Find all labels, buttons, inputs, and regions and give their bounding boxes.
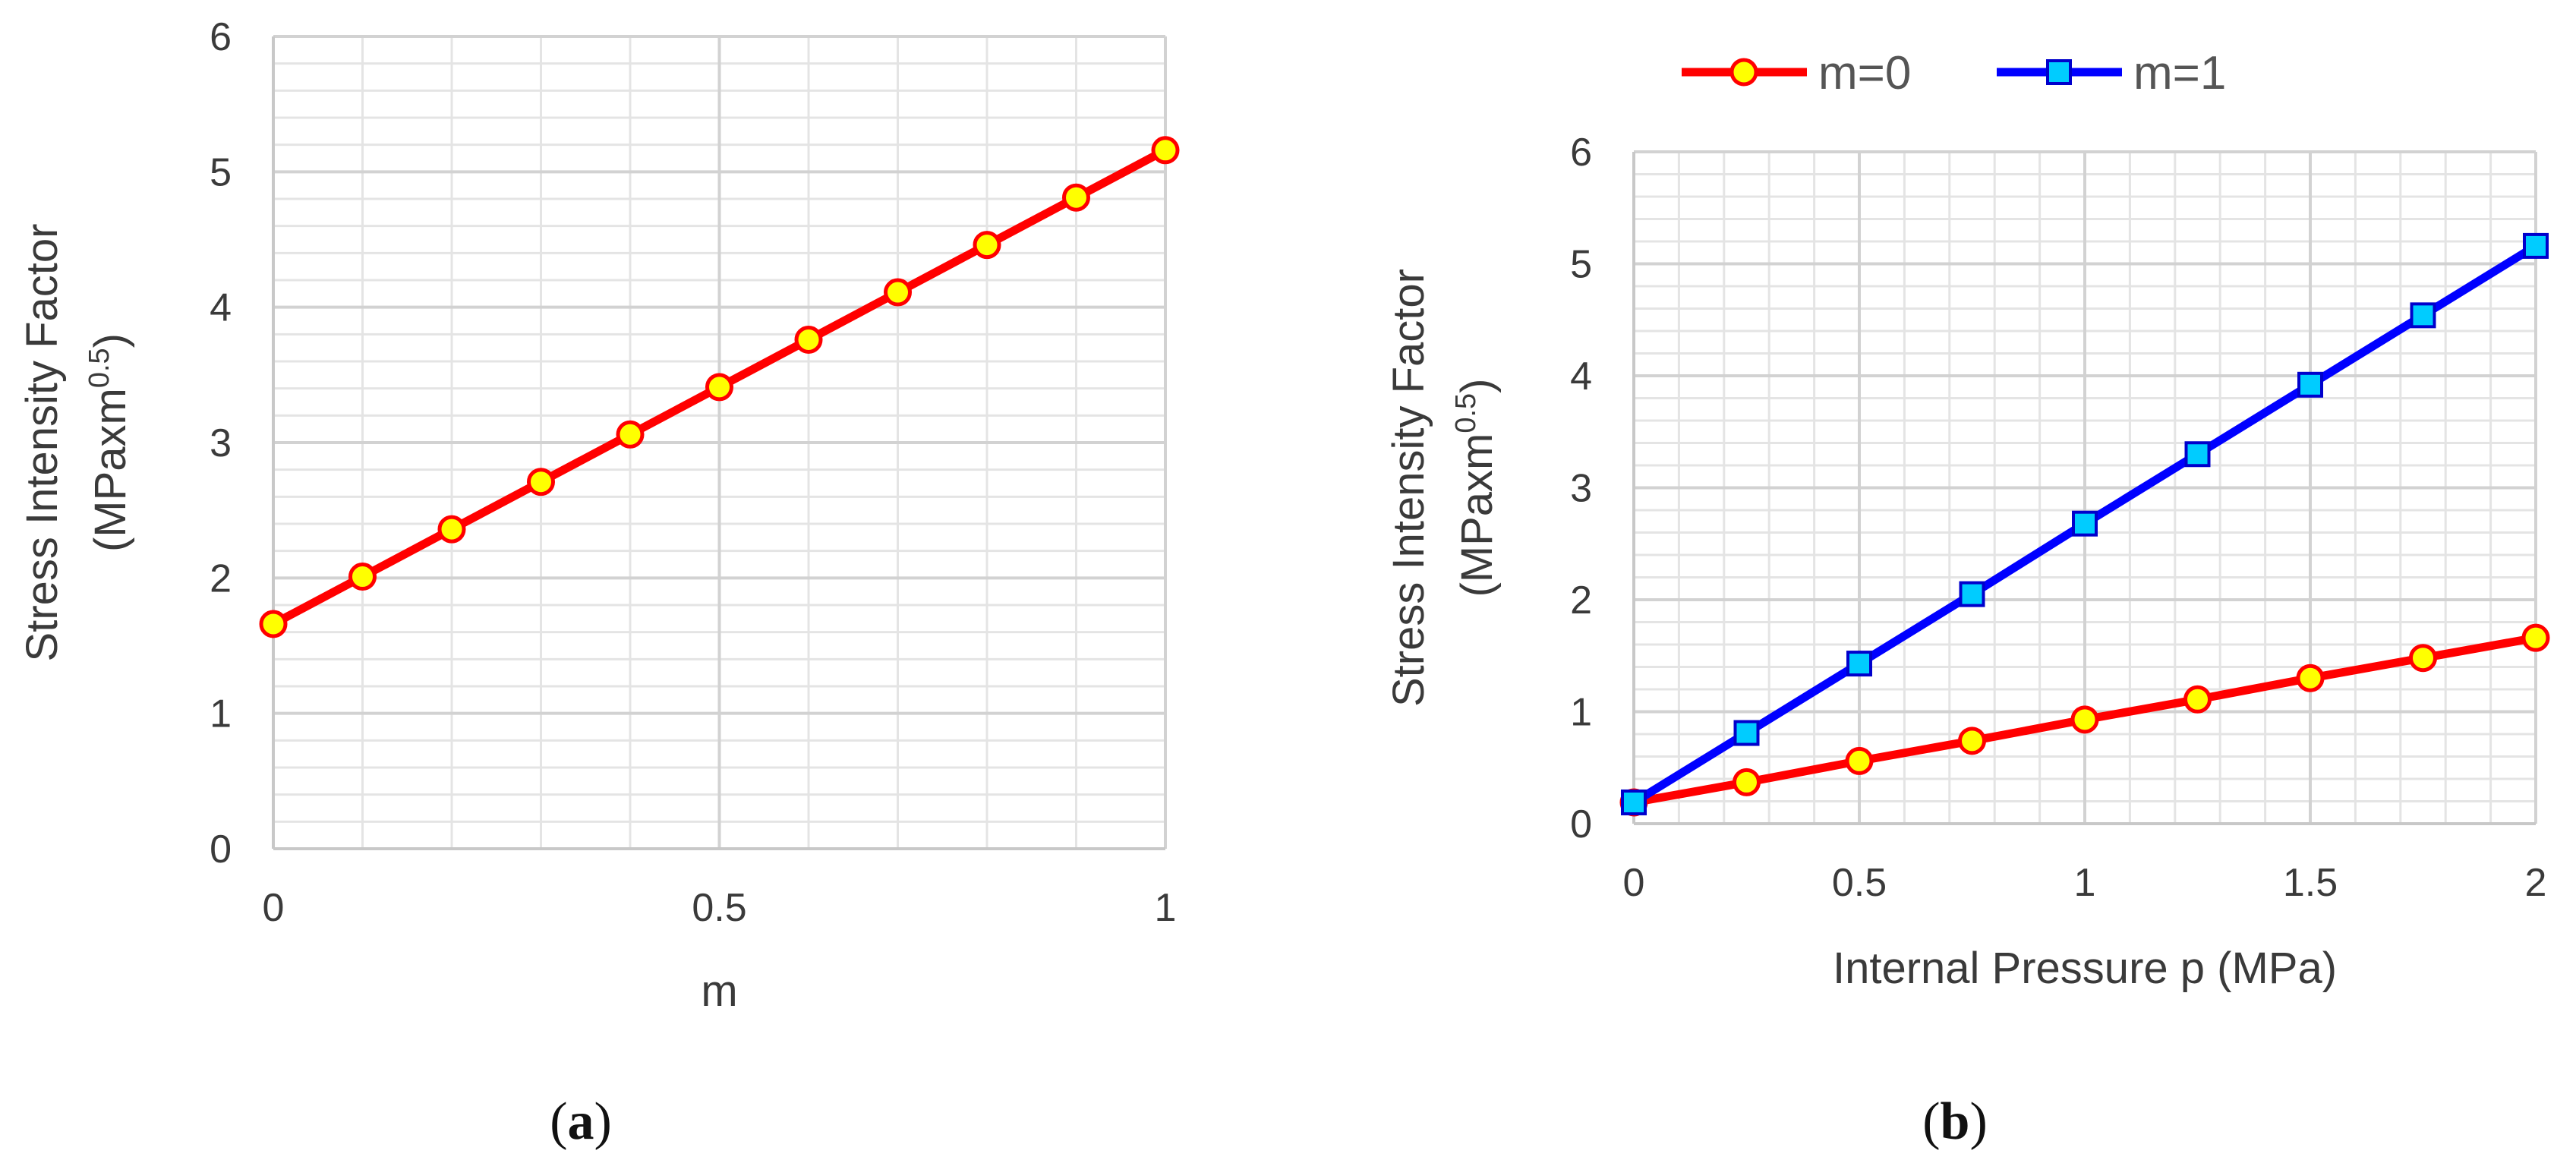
chart-b: 0 0.5 1 1.5 2 0 1 2 3 4 5 6 Internal Pressure p (MPa…: [1384, 131, 2550, 993]
x-tick-label: 1.5: [2283, 861, 2338, 905]
data-point-square: [2410, 302, 2436, 329]
data-point-circle: [348, 563, 377, 591]
data-point-circle: [616, 420, 645, 449]
caption-b: (b): [1922, 1092, 1988, 1151]
caption-letter: b: [1941, 1092, 1970, 1151]
grid: [272, 35, 1167, 850]
data-point-circle: [527, 468, 555, 496]
legend-marker-square: [2046, 59, 2072, 85]
data-point-circle: [2070, 705, 2099, 734]
y-tick-label: 5: [210, 150, 232, 194]
caption-a: (a): [550, 1092, 612, 1151]
captions: (a) (b): [550, 1092, 1988, 1151]
legend-marker-circle: [1729, 58, 1758, 87]
data-point-circle: [2296, 664, 2325, 692]
x-axis-title: m: [701, 966, 737, 1016]
legend-item-m-0: m=0: [1682, 47, 1911, 99]
series-0: [259, 136, 1180, 638]
y-tick-label: 4: [1570, 355, 1592, 399]
legend-label: m=1: [2133, 47, 2226, 99]
y-unit-prefix: (MPaxm: [86, 388, 135, 552]
y-tick-label: 2: [210, 556, 232, 600]
x-tick-label: 2: [2525, 861, 2547, 905]
x-tick-label: 1: [2074, 861, 2096, 905]
data-point-circle: [2521, 623, 2550, 652]
caption-open: (: [550, 1092, 567, 1151]
legend-item-m-1: m=1: [1997, 47, 2226, 99]
y-tick-label: 0: [210, 827, 232, 872]
caption-close: ): [594, 1092, 612, 1151]
x-tick-label: 1: [1155, 886, 1177, 930]
data-point-square: [1733, 720, 1760, 746]
y-tick-label: 6: [1570, 131, 1592, 175]
y-axis-title: Stress Intensity Factor: [1384, 269, 1433, 707]
y-unit-suffix: ): [1452, 378, 1502, 392]
y-tick-label: 4: [210, 286, 232, 330]
x-tick-label: 0: [263, 886, 285, 930]
caption-letter: a: [568, 1092, 594, 1151]
series-m-1: [1621, 232, 2549, 815]
y-tick-label: 1: [1570, 691, 1592, 735]
caption-open: (: [1922, 1092, 1940, 1151]
data-point-square: [1621, 789, 1647, 815]
y-tick-label: 5: [1570, 243, 1592, 287]
data-point-square: [2523, 232, 2549, 259]
series-m-0: [1619, 623, 2550, 817]
data-point-circle: [884, 278, 912, 307]
x-tick-label: 0.5: [692, 886, 746, 930]
data-point-circle: [1733, 768, 1761, 796]
data-point-circle: [794, 325, 823, 354]
y-unit-exponent: 0.5: [84, 348, 115, 388]
data-point-circle: [1845, 746, 1874, 775]
y-tick-label: 2: [1570, 578, 1592, 623]
data-point-circle: [2183, 685, 2212, 714]
y-axis-unit: (MPaxm0.5): [1450, 378, 1502, 597]
data-point-square: [2297, 371, 2323, 398]
y-axis-unit: (MPaxm0.5): [84, 333, 135, 552]
data-point-square: [1959, 581, 1985, 607]
legend-label: m=0: [1818, 47, 1911, 99]
y-tick-label: 1: [210, 692, 232, 736]
y-tick-label: 3: [210, 421, 232, 465]
y-tick-label: 0: [1570, 802, 1592, 846]
legend: m=0 m=1: [1682, 47, 2226, 99]
data-point-square: [2072, 510, 2098, 537]
data-point-square: [1846, 651, 1872, 677]
y-unit-prefix: (MPaxm: [1452, 433, 1502, 597]
data-point-circle: [259, 610, 288, 638]
chart-a: 0 0.5 1 0 1 2 3 4 5 6 m Stress Intensity Factor (MPa…: [17, 15, 1180, 1016]
data-point-circle: [973, 231, 1001, 260]
y-unit-exponent: 0.5: [1450, 393, 1482, 433]
data-point-circle: [2409, 644, 2437, 673]
x-axis-title: Internal Pressure p (MPa): [1833, 944, 2337, 993]
y-tick-label: 3: [1570, 467, 1592, 511]
data-point-square: [2184, 441, 2211, 468]
y-unit-suffix: ): [86, 333, 135, 348]
data-point-circle: [1151, 136, 1180, 165]
data-point-circle: [705, 373, 733, 402]
data-point-circle: [1958, 727, 1986, 755]
data-point-circle: [437, 515, 466, 544]
y-axis-title: Stress Intensity Factor: [17, 224, 67, 662]
x-tick-label: 0.5: [1832, 861, 1887, 905]
data-point-circle: [1062, 183, 1090, 212]
caption-close: ): [1969, 1092, 1987, 1151]
x-tick-label: 0: [1623, 861, 1645, 905]
y-tick-label: 6: [210, 15, 232, 59]
